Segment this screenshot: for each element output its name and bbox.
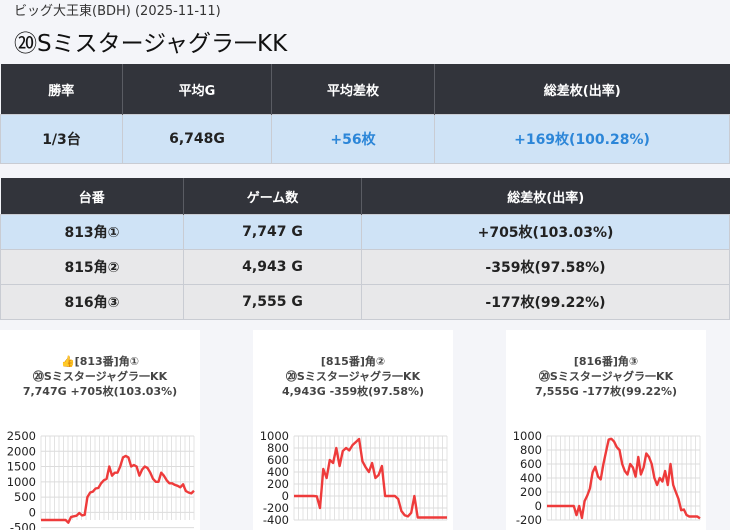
store-date-label: ビッグ大王東(BDH) (2025-11-11) <box>14 4 221 19</box>
machine-games: 7,747 G <box>183 214 362 250</box>
chart-caption: [815番]角② ⑳Sミスタージャグラ一KK 4,943G -359枚(97.5… <box>253 354 453 399</box>
machine-total: -177枚(99.22%) <box>361 284 730 320</box>
y-tick-label: -500 <box>10 521 36 530</box>
y-tick-label: 200 <box>267 477 289 491</box>
y-tick-label: -200 <box>263 501 289 515</box>
chart-title: 👍[813番]角① <box>60 355 140 368</box>
summary-header-row: 勝率 平均G 平均差枚 総差枚(出率) <box>0 64 730 115</box>
y-tick-label: 1500 <box>7 460 36 474</box>
series-line <box>41 454 195 524</box>
machine-games: 7,555 G <box>183 284 362 320</box>
chart-subtitle: ⑳Sミスタージャグラ一KK <box>32 370 168 383</box>
y-tick-label: 600 <box>267 453 289 467</box>
chart-stats: 7,747G +705枚(103.03%) <box>22 385 178 398</box>
chart-card-813[interactable]: 👍[813番]角① ⑳Sミスタージャグラ一KK 7,747G +705枚(103… <box>0 330 200 530</box>
summary-col-winrate: 勝率 <box>0 64 123 115</box>
summary-col-total-diff: 総差枚(出率) <box>434 64 730 115</box>
machine-number: 815角② <box>0 249 184 285</box>
page-title: ⑳Sミスタージャグラ一KK <box>14 31 288 57</box>
series-line <box>547 437 701 520</box>
summary-total-diff: +169枚(100.28%) <box>434 114 730 164</box>
machines-col-games: ゲーム数 <box>183 178 362 215</box>
chart-card-816[interactable]: [816番]角③ ⑳Sミスタージャグラ一KK 7,555G -177枚(99.2… <box>506 330 706 530</box>
y-tick-label: 1000 <box>513 429 542 443</box>
y-tick-label: 400 <box>520 471 542 485</box>
machines-col-number: 台番 <box>0 178 184 215</box>
machine-games: 4,943 G <box>183 249 362 285</box>
y-tick-label: 0 <box>29 505 36 519</box>
y-tick-label: 400 <box>267 465 289 479</box>
machine-total: -359枚(97.58%) <box>361 249 730 285</box>
summary-avg-diff: +56枚 <box>271 114 435 164</box>
y-tick-label: 0 <box>535 499 542 513</box>
machine-number: 813角① <box>0 214 184 250</box>
y-tick-label: 500 <box>14 490 36 504</box>
y-tick-label: 2000 <box>7 444 36 458</box>
series-line <box>294 437 447 519</box>
machine-total: +705枚(103.03%) <box>361 214 730 250</box>
machines-col-total: 総差枚(出率) <box>361 178 730 215</box>
y-tick-label: 0 <box>282 489 289 503</box>
chart-subtitle: ⑳Sミスタージャグラ一KK <box>285 370 421 383</box>
machine-number: 816角③ <box>0 284 184 320</box>
chart-subtitle: ⑳Sミスタージャグラ一KK <box>538 370 674 383</box>
y-tick-label: 200 <box>520 485 542 499</box>
y-tick-label: 800 <box>267 441 289 455</box>
chart-title: [815番]角② <box>320 355 386 368</box>
chart-card-815[interactable]: [815番]角② ⑳Sミスタージャグラ一KK 4,943G -359枚(97.5… <box>253 330 453 530</box>
y-tick-label: 1000 <box>7 475 36 489</box>
chart-caption: [816番]角③ ⑳Sミスタージャグラ一KK 7,555G -177枚(99.2… <box>506 354 706 399</box>
y-tick-label: 600 <box>520 457 542 471</box>
table-row[interactable]: 816角③ 7,555 G -177枚(99.22%) <box>0 284 730 320</box>
summary-col-avg-diff: 平均差枚 <box>271 64 435 115</box>
table-row[interactable]: 815角② 4,943 G -359枚(97.58%) <box>0 249 730 285</box>
summary-winrate: 1/3台 <box>0 114 123 164</box>
chart-stats: 7,555G -177枚(99.22%) <box>534 385 678 398</box>
y-tick-label: -400 <box>263 513 289 527</box>
y-tick-label: 800 <box>520 443 542 457</box>
chart-title: [816番]角③ <box>573 355 639 368</box>
summary-avg-games: 6,748G <box>122 114 272 164</box>
y-tick-label: -200 <box>516 513 542 527</box>
chart-caption: 👍[813番]角① ⑳Sミスタージャグラ一KK 7,747G +705枚(103… <box>0 354 200 399</box>
table-row[interactable]: 813角① 7,747 G +705枚(103.03%) <box>0 214 730 250</box>
chart-stats: 4,943G -359枚(97.58%) <box>281 385 425 398</box>
machines-table: 台番 ゲーム数 総差枚(出率) 813角① 7,747 G +705枚(103.… <box>0 178 730 320</box>
machines-header-row: 台番 ゲーム数 総差枚(出率) <box>0 178 730 215</box>
summary-table: 勝率 平均G 平均差枚 総差枚(出率) 1/3台 6,748G +56枚 +16… <box>0 64 730 164</box>
y-tick-label: 2500 <box>7 429 36 443</box>
summary-row: 1/3台 6,748G +56枚 +169枚(100.28%) <box>0 114 730 164</box>
y-tick-label: 1000 <box>260 429 289 443</box>
summary-col-avg-games: 平均G <box>122 64 272 115</box>
